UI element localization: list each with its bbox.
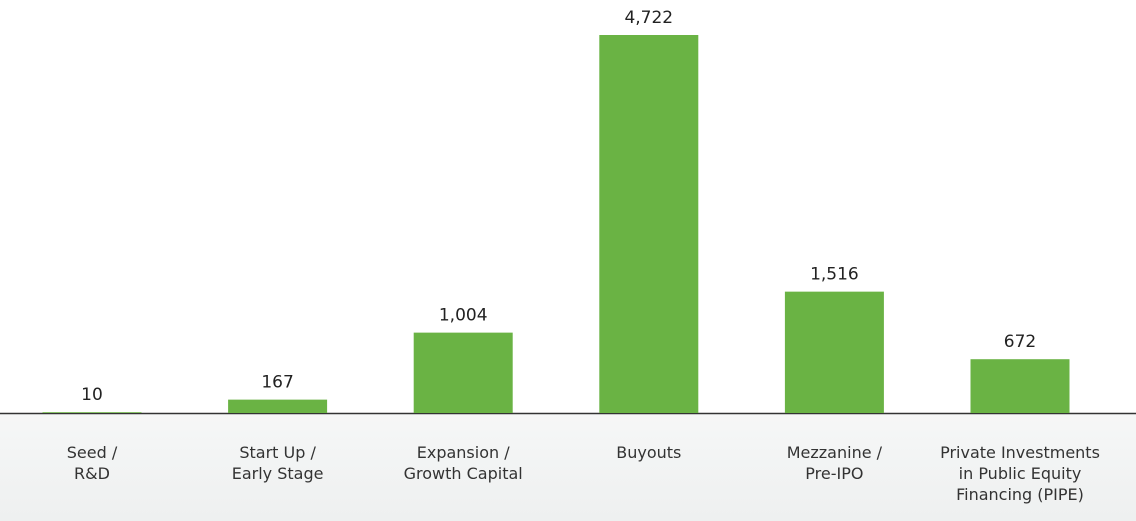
value-label: 167 — [261, 373, 293, 393]
x-tick-label: Private Investments in Public Equity Fin… — [940, 443, 1100, 504]
value-label: 1,004 — [439, 306, 488, 326]
bar — [784, 291, 884, 413]
value-label: 672 — [1004, 332, 1036, 352]
bar — [599, 35, 699, 413]
x-tick-label: Mezzanine / Pre-IPO — [786, 443, 883, 483]
value-label: 10 — [81, 385, 103, 405]
bar — [970, 359, 1070, 413]
x-tick-label: Expansion / Growth Capital — [403, 443, 523, 483]
x-tick-label: Seed / R&D — [66, 443, 118, 483]
bar — [228, 399, 328, 413]
bar — [413, 332, 513, 413]
value-label: 1,516 — [810, 265, 859, 285]
axis-background — [0, 413, 1136, 521]
x-tick-label: Buyouts — [616, 443, 682, 462]
x-tick-label: Start Up / Early Stage — [231, 443, 324, 483]
value-label: 4,722 — [624, 8, 673, 28]
bar — [42, 412, 142, 413]
